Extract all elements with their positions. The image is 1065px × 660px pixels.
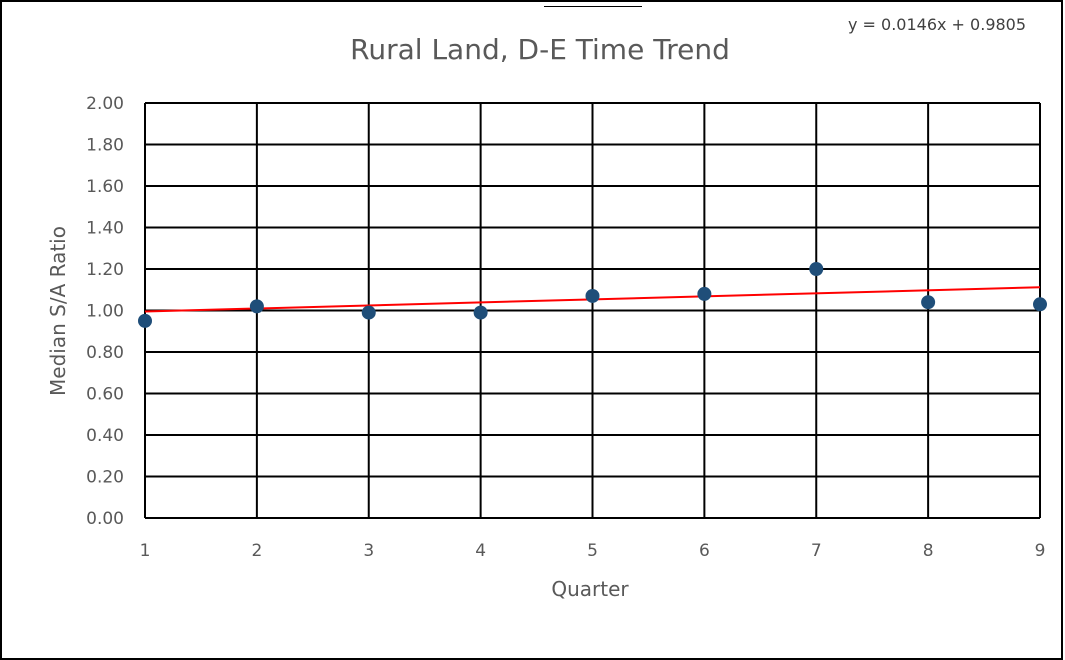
y-tick-label: 2.00	[86, 94, 124, 114]
y-tick-label: 1.80	[86, 136, 124, 156]
data-point	[697, 286, 712, 301]
y-axis-ticks: 0.00 0.20 0.40 0.60 0.80 1.00 1.20 1.40 1.60 1.80…	[86, 94, 124, 529]
data-point	[1033, 297, 1047, 312]
data-point	[249, 299, 264, 314]
x-tick-label: 7	[811, 541, 822, 561]
cropped-header-fragment	[538, 0, 648, 7]
y-tick-label: 1.40	[86, 219, 124, 239]
y-tick-label: 0.00	[86, 509, 124, 529]
x-tick-label: 8	[923, 541, 934, 561]
data-point	[361, 305, 376, 320]
data-point	[921, 295, 936, 310]
y-tick-label: 0.40	[86, 426, 124, 446]
x-axis-label: Quarter	[551, 577, 629, 601]
y-axis-label: Median S/A Ratio	[46, 226, 70, 396]
x-tick-label: 1	[140, 541, 151, 561]
x-tick-label: 6	[699, 541, 710, 561]
data-point	[473, 305, 488, 320]
x-tick-label: 9	[1035, 541, 1046, 561]
x-tick-label: 5	[587, 541, 598, 561]
trendline-equation: y = 0.0146x + 0.9805	[848, 15, 1026, 34]
y-tick-label: 0.60	[86, 385, 124, 405]
chart-title: Rural Land, D-E Time Trend	[350, 33, 730, 66]
y-tick-label: 0.20	[86, 468, 124, 488]
x-tick-label: 4	[475, 541, 486, 561]
data-point	[809, 262, 824, 276]
data-point	[138, 313, 152, 328]
y-tick-label: 1.60	[86, 177, 124, 197]
x-tick-label: 3	[363, 541, 374, 561]
x-tick-label: 2	[251, 541, 262, 561]
data-point	[585, 288, 600, 303]
y-tick-label: 1.00	[86, 302, 124, 322]
x-axis-ticks: 1 2 3 4 5 6 7 8 9	[140, 541, 1046, 561]
y-tick-label: 0.80	[86, 343, 124, 363]
gridlines	[144, 102, 1041, 519]
y-tick-label: 1.20	[86, 260, 124, 280]
scatter-chart: Rural Land, D-E Time Trend y = 0.0146x +…	[46, 15, 1047, 601]
data-points	[138, 262, 1047, 328]
